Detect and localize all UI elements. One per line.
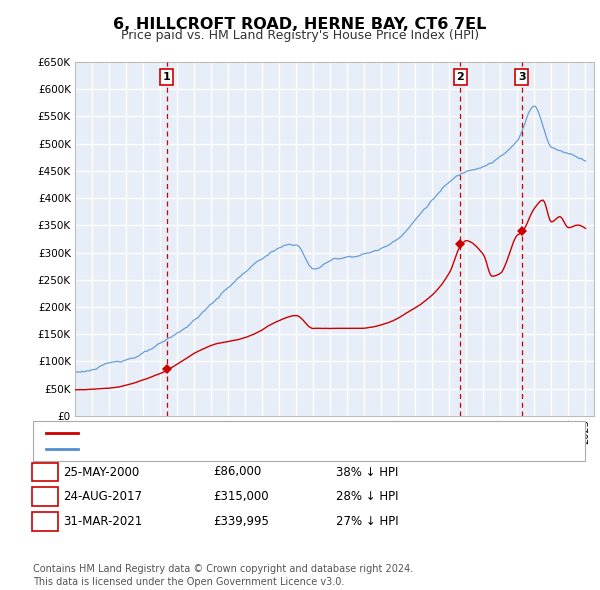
Text: £86,000: £86,000 <box>213 466 261 478</box>
Text: Price paid vs. HM Land Registry's House Price Index (HPI): Price paid vs. HM Land Registry's House … <box>121 30 479 42</box>
Text: 2: 2 <box>457 72 464 82</box>
Text: £315,000: £315,000 <box>213 490 269 503</box>
Text: £339,995: £339,995 <box>213 515 269 528</box>
Text: 38% ↓ HPI: 38% ↓ HPI <box>336 466 398 478</box>
Text: 3: 3 <box>518 72 526 82</box>
Text: 25-MAY-2000: 25-MAY-2000 <box>63 466 139 478</box>
Text: 6, HILLCROFT ROAD, HERNE BAY, CT6 7EL: 6, HILLCROFT ROAD, HERNE BAY, CT6 7EL <box>113 17 487 31</box>
Text: 27% ↓ HPI: 27% ↓ HPI <box>336 515 398 528</box>
Text: Contains HM Land Registry data © Crown copyright and database right 2024.
This d: Contains HM Land Registry data © Crown c… <box>33 564 413 587</box>
Text: 2: 2 <box>41 490 49 503</box>
Text: 31-MAR-2021: 31-MAR-2021 <box>63 515 142 528</box>
Text: HPI: Average price, detached house, Canterbury: HPI: Average price, detached house, Cant… <box>84 444 348 454</box>
Text: 3: 3 <box>41 515 49 528</box>
Text: 28% ↓ HPI: 28% ↓ HPI <box>336 490 398 503</box>
Text: 6, HILLCROFT ROAD, HERNE BAY, CT6 7EL (detached house): 6, HILLCROFT ROAD, HERNE BAY, CT6 7EL (d… <box>84 428 413 438</box>
Text: 1: 1 <box>163 72 170 82</box>
Text: 1: 1 <box>41 466 49 478</box>
Text: 24-AUG-2017: 24-AUG-2017 <box>63 490 142 503</box>
